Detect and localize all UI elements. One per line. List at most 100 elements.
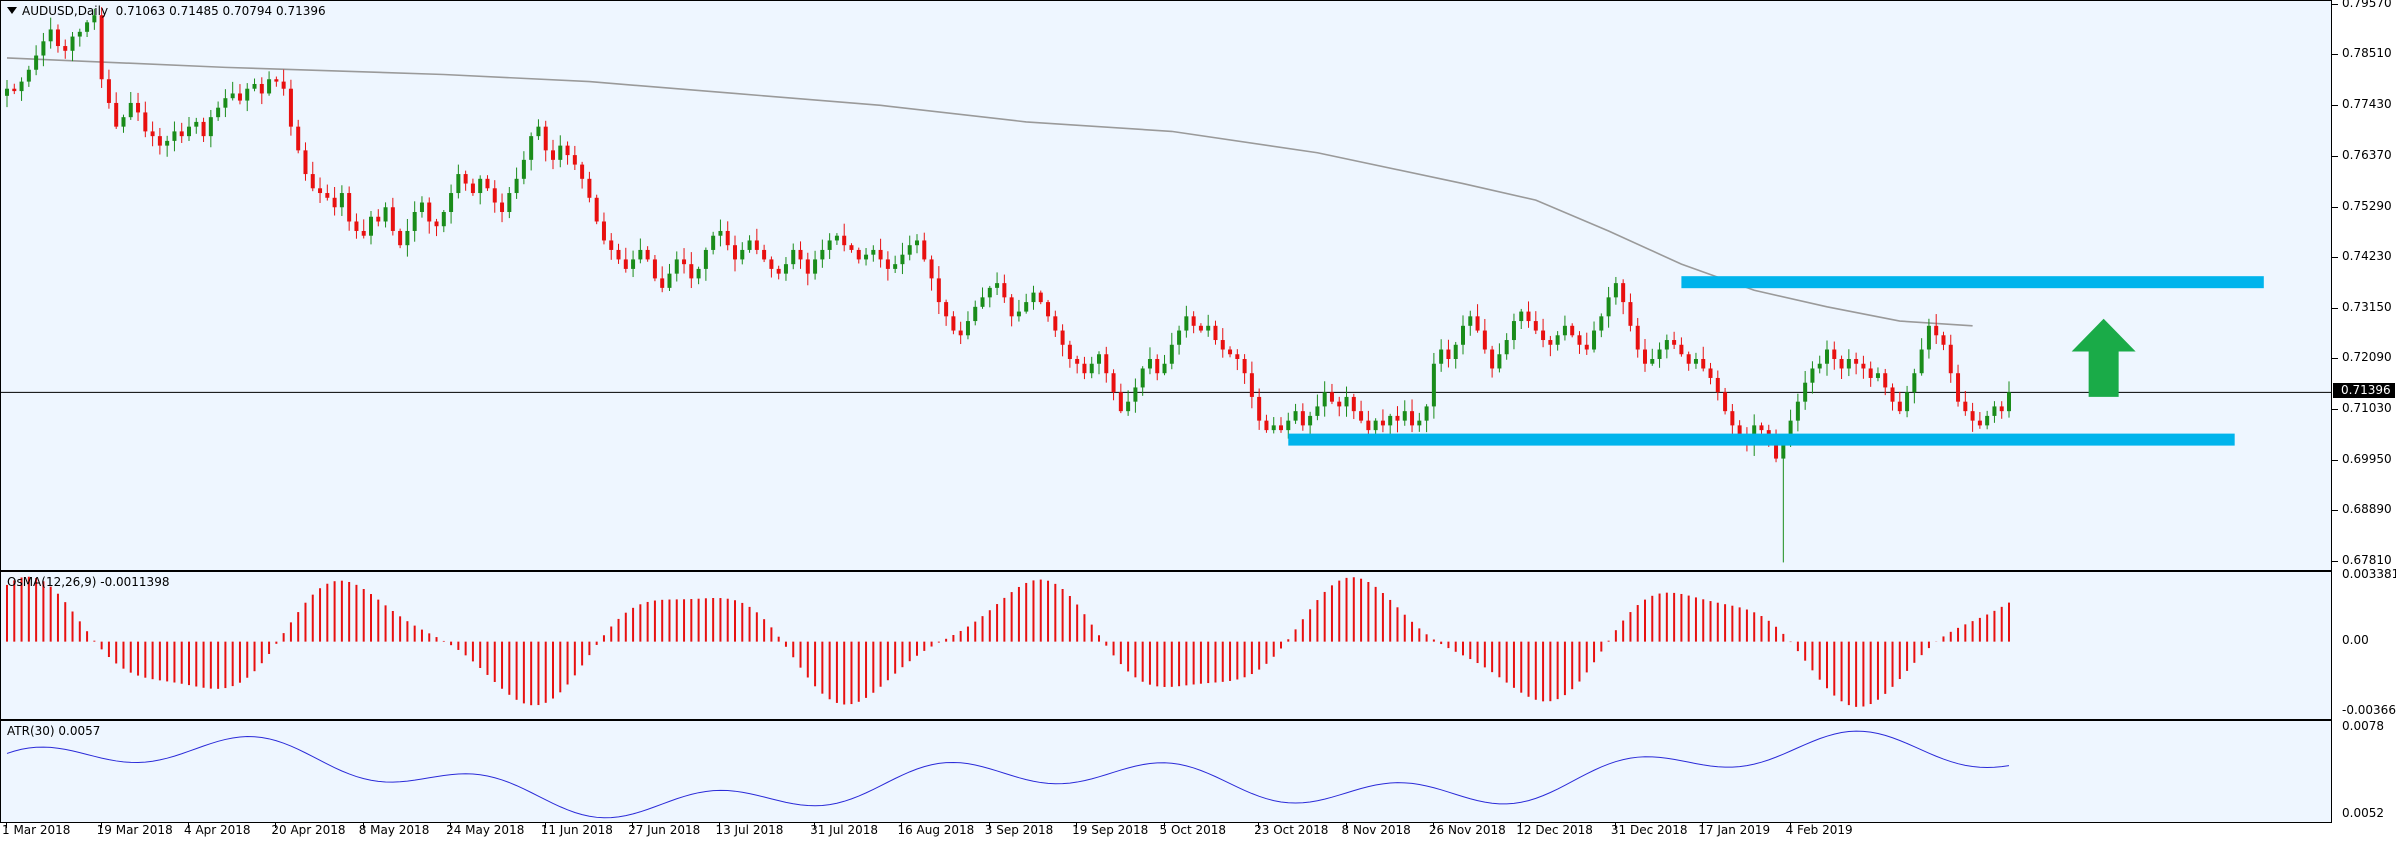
candle: [1541, 318, 1546, 348]
candle-body: [1679, 344, 1684, 355]
candle: [762, 244, 767, 263]
candle-body: [973, 306, 978, 322]
candle-body: [274, 79, 279, 82]
time-tick: [100, 823, 102, 828]
candle: [478, 175, 483, 205]
candle: [878, 238, 883, 268]
candle: [383, 202, 388, 228]
candlestick-chart[interactable]: [1, 1, 2331, 570]
candle-body: [1060, 330, 1065, 345]
time-tick: [544, 823, 546, 828]
candle-body: [412, 212, 417, 231]
candle: [725, 221, 730, 251]
candle: [1220, 328, 1225, 358]
time-tick: [362, 823, 364, 828]
candle-body: [85, 22, 90, 32]
time-tick-label: 24 May 2018: [446, 823, 525, 837]
candle: [2007, 381, 2011, 418]
candle-body: [1854, 358, 1859, 364]
candle: [521, 151, 526, 185]
candle-body: [405, 230, 410, 246]
candle: [187, 117, 191, 141]
candle-body: [325, 193, 330, 198]
candle-body: [55, 29, 60, 47]
candle: [318, 177, 323, 203]
candle: [783, 257, 788, 281]
candle-body: [1810, 368, 1815, 383]
candle-body: [70, 36, 75, 51]
candle: [1104, 346, 1109, 383]
candle-body: [92, 15, 97, 23]
candle: [1613, 276, 1618, 305]
candle-body: [1198, 325, 1203, 331]
candle-body: [1956, 373, 1961, 402]
candle: [1803, 370, 1808, 410]
candle: [1504, 333, 1509, 360]
candle-body: [776, 268, 781, 274]
candle-body: [77, 31, 82, 37]
candle: [1810, 361, 1815, 394]
price-tick: [2332, 358, 2338, 360]
main-chart-pane[interactable]: AUDUSD,Daily 0.71063 0.71485 0.70794 0.7…: [0, 0, 2332, 571]
candle-body: [2007, 392, 2011, 412]
osma-pane[interactable]: OsMA(12,26,9) -0.0011398: [0, 571, 2332, 720]
candle-body: [456, 174, 461, 194]
candle-body: [1628, 302, 1633, 326]
osma-histogram[interactable]: [1, 572, 2331, 719]
candle-body: [26, 69, 31, 82]
candle: [1999, 401, 2004, 419]
candle-body: [1730, 411, 1735, 426]
dropdown-triangle-icon[interactable]: [7, 7, 17, 14]
candle-body: [1097, 354, 1101, 364]
candle-body: [987, 287, 992, 298]
candle: [543, 120, 548, 162]
candle: [1322, 381, 1327, 417]
candle-body: [1657, 349, 1662, 359]
candle-body: [157, 136, 162, 146]
candle: [1351, 393, 1356, 420]
candle: [179, 122, 184, 143]
candle: [572, 145, 577, 171]
candle: [143, 101, 148, 138]
candle-body: [1926, 325, 1931, 350]
candle: [1723, 387, 1728, 415]
candle-body: [1293, 411, 1298, 421]
atr-pane[interactable]: ATR(30) 0.0057: [0, 720, 2332, 823]
candle-body: [733, 245, 737, 260]
candle: [1592, 321, 1597, 353]
candle-body: [1621, 283, 1626, 303]
candle-body: [150, 131, 155, 137]
candle: [718, 219, 723, 247]
candle-body: [798, 249, 803, 260]
candle: [1643, 339, 1647, 372]
candle-body: [609, 240, 614, 250]
candle-body: [922, 240, 927, 260]
price-tick: [2332, 256, 2338, 258]
candle: [1344, 386, 1349, 417]
candle: [26, 65, 31, 87]
candle-body: [718, 230, 723, 236]
price-tick-label: 0.69950: [2342, 451, 2392, 466]
candle: [1293, 403, 1298, 424]
candle-body: [259, 83, 264, 94]
candle: [1963, 390, 1968, 416]
price-scale[interactable]: [2332, 0, 2396, 841]
candle: [1497, 343, 1502, 373]
candle: [856, 247, 861, 264]
time-tick-label: 8 Nov 2018: [1341, 823, 1411, 837]
candle-body: [1191, 316, 1196, 326]
candle-body: [1919, 349, 1924, 374]
candle: [1111, 369, 1116, 401]
candle-body: [1868, 368, 1873, 378]
time-tick: [1163, 823, 1165, 828]
candle: [1395, 406, 1400, 433]
time-tick-label: 19 Mar 2018: [96, 823, 173, 837]
atr-line-chart[interactable]: [1, 721, 2331, 822]
candle: [660, 266, 665, 293]
time-tick-label: 1 Mar 2018: [2, 823, 71, 837]
candle-body: [1875, 373, 1880, 378]
time-axis[interactable]: [0, 823, 2332, 841]
candle: [128, 92, 133, 120]
time-tick: [1702, 823, 1704, 828]
candle: [871, 245, 876, 262]
